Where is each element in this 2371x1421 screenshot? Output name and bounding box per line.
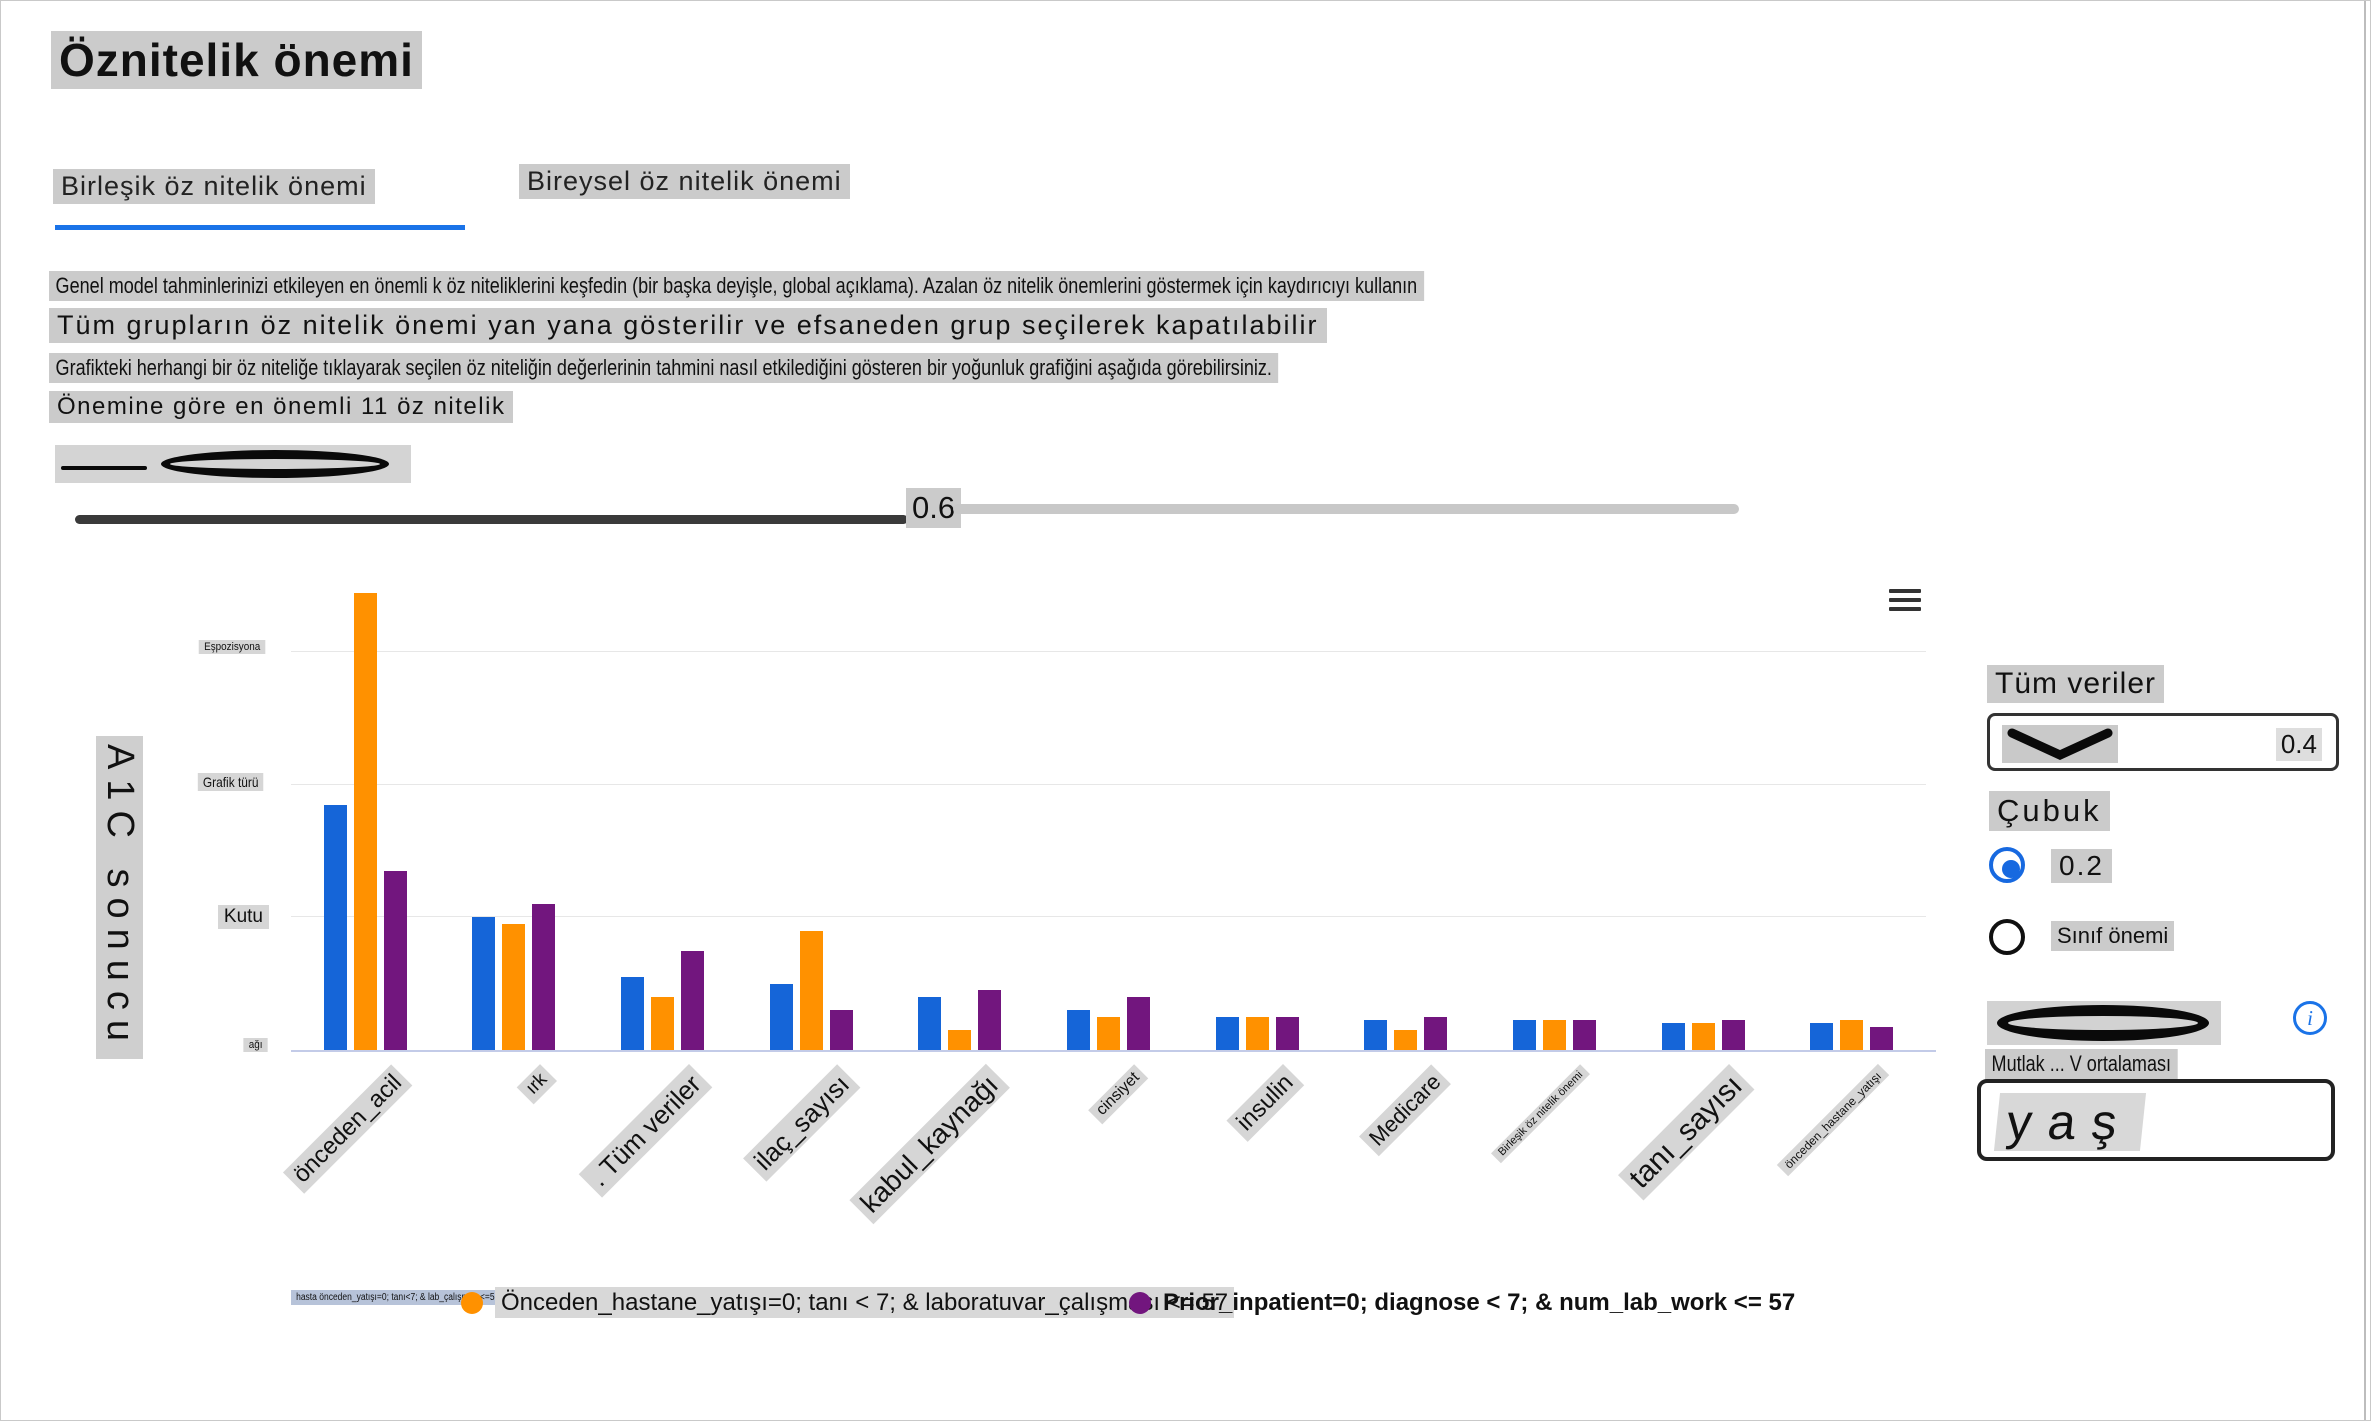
feature-count-slider-track[interactable]	[953, 504, 1739, 514]
bar-önceden_hastane_yatışı-series-2[interactable]	[1840, 1020, 1864, 1050]
bar-. Tüm veriler-series-1[interactable]	[621, 977, 645, 1050]
legend-item-2[interactable]: Önceden_hastane_yatışı=0; tanı < 7; & la…	[461, 1287, 1235, 1318]
panel-average-label: Mutlak ... V ortalaması	[1985, 1049, 2220, 1079]
bar-Medicare-series-3[interactable]	[1424, 1016, 1448, 1050]
bar-insulin-series-2[interactable]	[1245, 1016, 1269, 1050]
x-axis-label-9[interactable]: Birleşik öz nitelik önemi	[1491, 1064, 1591, 1164]
legend-item-3[interactable]: Prior_inpatient=0; diagnose < 7; & num_l…	[1129, 1289, 1795, 1317]
bar-tanı_sayısı-series-2[interactable]	[1691, 1023, 1715, 1050]
legend-label: Prior_inpatient=0; diagnose < 7; & num_l…	[1163, 1289, 1796, 1316]
bar-önceden_acil-series-1[interactable]	[323, 804, 347, 1050]
dash-icon	[61, 466, 147, 470]
bar-ırk-series-2[interactable]	[502, 924, 526, 1050]
gridline	[291, 783, 1926, 785]
y-tick-label: ağı	[243, 1038, 268, 1052]
bar-. Tüm veriler-series-2[interactable]	[651, 996, 675, 1050]
legend-dot-icon	[1129, 1292, 1151, 1314]
legend-item-1[interactable]: hasta önceden_yatışı=0; tanı<7; & lab_ça…	[291, 1289, 542, 1307]
bar-insulin-series-1[interactable]	[1215, 1016, 1239, 1050]
chart-legend: hasta önceden_yatışı=0; tanı<7; & lab_ça…	[1, 1283, 1961, 1323]
bar-Birleşik öz nitelik önemi-series-2[interactable]	[1542, 1020, 1566, 1050]
tab-individual-importance[interactable]: Bireysel öz nitelik önemi	[519, 164, 850, 199]
bar-kabul_kaynağı-series-2[interactable]	[948, 1030, 972, 1050]
bar-Medicare-series-1[interactable]	[1364, 1020, 1388, 1050]
panel-bar-section-label: Çubuk	[1989, 791, 2110, 831]
bar-Medicare-series-2[interactable]	[1394, 1030, 1418, 1050]
bar-cinsiyet-series-2[interactable]	[1097, 1016, 1120, 1050]
chevron-down-icon	[2002, 725, 2118, 763]
bar-cinsiyet-series-1[interactable]	[1067, 1010, 1090, 1050]
radio-option-label: Sınıf önemi	[2051, 921, 2175, 951]
x-axis-label-11[interactable]: önceden_hastane_yatışı	[1776, 1064, 1890, 1177]
plot-area	[291, 581, 1926, 1050]
bar-tanı_sayısı-series-1[interactable]	[1661, 1023, 1685, 1050]
tab-label: Birleşik öz nitelik önemi	[53, 169, 375, 204]
legend-label: Önceden_hastane_yatışı=0; tanı < 7; & la…	[495, 1287, 1235, 1318]
x-axis-label-1[interactable]: önceden_acil	[282, 1064, 413, 1194]
bar-ilaç_sayısı-series-3[interactable]	[829, 1010, 853, 1050]
info-icon[interactable]: i	[2293, 1001, 2327, 1035]
hamburger-menu-icon[interactable]	[1889, 589, 1921, 615]
tab-combined-importance[interactable]: Birleşik öz nitelik önemi	[53, 169, 375, 204]
radio-option-label: 0.2	[2051, 849, 2112, 883]
x-axis-label-3[interactable]: . Tüm veriler	[578, 1064, 712, 1198]
x-axis-label-8[interactable]: Medicare	[1359, 1064, 1452, 1157]
feature-importance-chart: A1C sonucu Eşpozisyona Grafik türü Kutu ağı…	[1, 561, 1961, 1301]
legend-label: hasta önceden_yatışı=0; tanı<7; & lab_ça…	[291, 1290, 505, 1306]
bar-insulin-series-3[interactable]	[1275, 1016, 1299, 1050]
slider-decoration	[55, 445, 411, 483]
x-axis-label-2[interactable]: ırk	[516, 1064, 557, 1105]
feature-dropdown[interactable]: yaş	[1977, 1079, 2335, 1161]
panel-dataset-label: Tüm veriler	[1987, 665, 2165, 703]
x-axis-label-6[interactable]: cinsiyet	[1088, 1064, 1149, 1125]
bar-tanı_sayısı-series-3[interactable]	[1721, 1020, 1745, 1050]
bar-önceden_acil-series-2[interactable]	[353, 592, 377, 1050]
bar-önceden_acil-series-3[interactable]	[383, 871, 407, 1050]
bar-Birleşik öz nitelik önemi-series-3[interactable]	[1572, 1020, 1596, 1050]
x-axis-label-10[interactable]: tanı_sayısı	[1617, 1064, 1755, 1201]
x-axis-label-5[interactable]: kabul_kaynağı	[849, 1064, 1010, 1225]
oval-icon	[161, 450, 389, 478]
radio-selected-icon[interactable]	[1989, 847, 2025, 883]
x-axis-label-7[interactable]: insulin	[1226, 1064, 1305, 1142]
gridline	[291, 916, 1926, 918]
window-edge-divider	[2364, 1, 2366, 1420]
x-axis-line	[291, 1050, 1936, 1052]
bar-ırk-series-3[interactable]	[532, 904, 556, 1050]
radio-unselected-icon[interactable]	[1989, 919, 2025, 955]
description-line-3: Grafikteki herhangi bir öz niteliğe tıkl…	[49, 353, 1548, 383]
bar-ilaç_sayısı-series-1[interactable]	[769, 983, 793, 1050]
bar-Birleşik öz nitelik önemi-series-1[interactable]	[1512, 1020, 1536, 1050]
tab-label: Bireysel öz nitelik önemi	[519, 164, 850, 199]
panel-decoration	[1987, 1001, 2221, 1045]
y-axis-title: A1C sonucu	[96, 736, 143, 1060]
gridline	[291, 651, 1926, 653]
bar-cinsiyet-series-3[interactable]	[1127, 996, 1150, 1050]
oval-icon	[1997, 1005, 2209, 1041]
bar-ırk-series-1[interactable]	[472, 917, 496, 1050]
bar-kabul_kaynağı-series-3[interactable]	[978, 990, 1002, 1050]
active-tab-indicator	[55, 225, 465, 230]
dataset-dropdown[interactable]: 0.4	[1987, 713, 2339, 771]
bar-önceden_hastane_yatışı-series-1[interactable]	[1810, 1023, 1834, 1050]
description-line-2: Tüm grupların öz nitelik önemi yan yana …	[49, 308, 1327, 343]
feature-dropdown-value: yaş	[1993, 1093, 2146, 1151]
bar-kabul_kaynağı-series-1[interactable]	[918, 996, 942, 1050]
description-line-1: Genel model tahminlerinizi etkileyen en …	[49, 271, 1726, 301]
y-tick-label: Eşpozisyona	[198, 640, 266, 655]
bar-ilaç_sayısı-series-2[interactable]	[799, 930, 823, 1050]
feature-count-slider-value[interactable]: 0.6	[906, 488, 962, 528]
description-line-4: Önemine göre en önemli 11 öz nitelik	[49, 391, 514, 423]
legend-dot-icon	[461, 1292, 483, 1314]
x-axis-label-4[interactable]: ilaç_sayısı	[742, 1064, 861, 1182]
feature-count-slider-track-filled[interactable]	[75, 515, 908, 524]
y-tick-label: Kutu	[217, 905, 269, 930]
dataset-dropdown-value: 0.4	[2275, 728, 2322, 761]
bar-önceden_hastane_yatışı-series-3[interactable]	[1870, 1026, 1894, 1050]
y-tick-label: Grafik türü	[197, 772, 264, 791]
bar-. Tüm veriler-series-3[interactable]	[681, 950, 705, 1050]
page-title: Öznitelik önemi	[51, 31, 422, 89]
